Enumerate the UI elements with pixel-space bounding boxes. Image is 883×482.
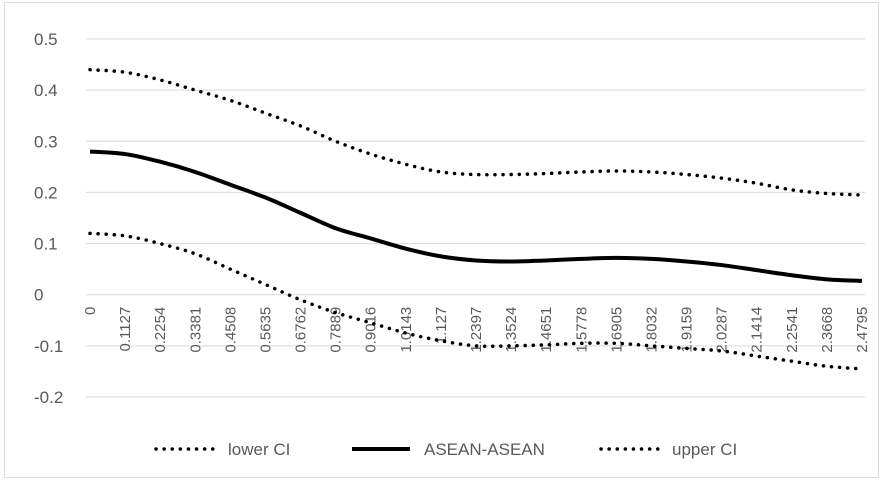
x-tick-label: 0.7889: [328, 307, 345, 353]
x-tick-label: 1.4651: [538, 307, 555, 353]
legend: lower CI ASEAN-ASEAN upper CI: [154, 440, 737, 459]
x-tick-label: 1.3524: [503, 307, 520, 353]
series-line-2: [89, 149, 863, 283]
x-tick-label: 2.2541: [784, 307, 801, 353]
gridlines: [86, 38, 865, 398]
y-tick-label: -0.2: [34, 388, 63, 407]
y-tick-label: 0.3: [34, 132, 58, 151]
y-tick-label: 0: [34, 286, 43, 305]
x-tick-label: 0.3381: [187, 307, 204, 353]
x-tick-label: 2.4795: [854, 307, 871, 353]
y-tick-label: 0.4: [34, 81, 58, 100]
x-tick-label: 1.127: [433, 307, 450, 345]
x-tick-label: 1.0143: [398, 307, 415, 353]
y-axis-ticks: 0.5 0.4 0.3 0.2 0.1 0 -0.1 -0.2: [34, 30, 63, 407]
x-tick-label: 2.3668: [819, 307, 836, 353]
x-tick-label: 1.5778: [573, 307, 590, 353]
y-tick-label: 0.1: [34, 235, 58, 254]
legend-label: ASEAN-ASEAN: [424, 440, 545, 459]
chart-frame: [4, 2, 879, 478]
legend-label: lower CI: [228, 440, 290, 459]
series-line-1: [88, 231, 864, 371]
x-tick-label: 0.6762: [293, 307, 310, 353]
x-tick-label: 1.8032: [643, 307, 660, 353]
x-tick-label: 1.2397: [468, 307, 485, 353]
x-tick-label: 1.9159: [679, 307, 696, 353]
x-tick-label: 0.1127: [117, 307, 134, 352]
series-lines: [88, 67, 864, 371]
y-tick-label: -0.1: [34, 337, 63, 356]
x-tick-label: 2.0287: [714, 307, 731, 353]
legend-label: upper CI: [672, 440, 737, 459]
x-tick-label: 0.9016: [363, 307, 380, 353]
x-tick-label: 0.5635: [257, 307, 274, 353]
y-tick-label: 0.2: [34, 183, 58, 202]
x-tick-label: 0.4508: [222, 307, 239, 353]
x-axis-ticks: 0 0.1127 0.2254 0.3381 0.4508 0.5635 0.6762 0.7…: [82, 307, 871, 353]
x-tick-label: 2.1414: [749, 307, 766, 353]
x-tick-label: 1.6905: [608, 307, 625, 353]
y-tick-label: 0.5: [34, 30, 58, 49]
x-tick-label: 0: [82, 307, 99, 315]
x-tick-label: 0.2254: [152, 307, 169, 353]
